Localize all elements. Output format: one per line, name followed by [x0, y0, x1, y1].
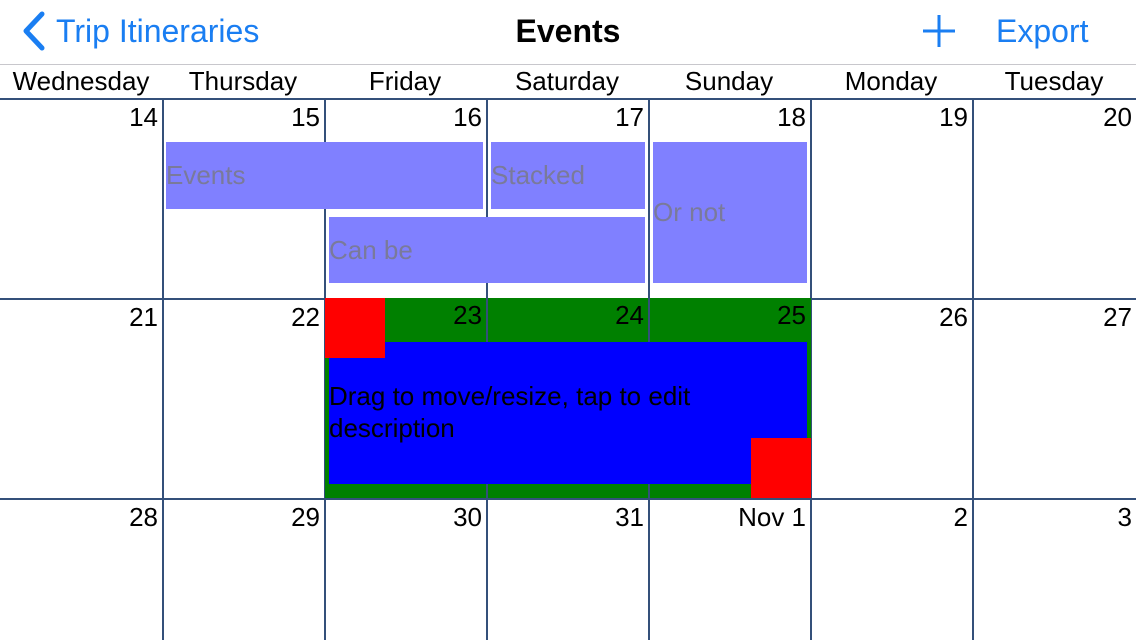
day-cell[interactable]: Nov 1: [648, 498, 810, 640]
day-cell[interactable]: 31: [486, 498, 648, 640]
day-number: 20: [1103, 102, 1132, 132]
selected-event[interactable]: Drag to move/resize, tap to edit descrip…: [329, 342, 807, 484]
day-number: 15: [291, 102, 320, 132]
day-number: 22: [291, 302, 320, 332]
day-number: 18: [777, 102, 806, 132]
weekday-label: Saturday: [514, 66, 620, 96]
event-label: Can be: [329, 235, 413, 265]
day-cell[interactable]: 19: [810, 98, 972, 298]
day-cell[interactable]: 27: [972, 298, 1136, 498]
day-number: 28: [129, 502, 158, 532]
calendar-event[interactable]: Or not: [653, 142, 807, 283]
day-cell[interactable]: 20: [972, 98, 1136, 298]
weekday-label: Wednesday: [12, 66, 150, 96]
weekday-label: Tuesday: [1004, 66, 1104, 96]
back-button-label: Trip Itineraries: [56, 12, 260, 49]
day-number: 16: [453, 102, 482, 132]
day-cell[interactable]: 28: [0, 498, 162, 640]
day-cell[interactable]: 26: [810, 298, 972, 498]
event-label: Events: [166, 160, 246, 190]
day-number: 21: [129, 302, 158, 332]
event-label: Stacked: [491, 160, 585, 190]
export-button[interactable]: Export: [996, 13, 1089, 49]
calendar-grid: 14 15 16 17 18 19 20 21 22 26 27 28 29 3…: [0, 98, 1136, 640]
day-cell[interactable]: 2: [810, 498, 972, 640]
day-number: 31: [615, 502, 644, 532]
chevron-left-icon: [23, 11, 45, 51]
day-cell[interactable]: 3: [972, 498, 1136, 640]
weekday-label: Monday: [844, 66, 938, 96]
day-cell[interactable]: 29: [162, 498, 324, 640]
calendar-event[interactable]: Can be: [329, 217, 645, 283]
day-number: 19: [939, 102, 968, 132]
weekday-label: Sunday: [684, 66, 774, 96]
calendar-event[interactable]: Stacked: [491, 142, 645, 209]
day-number: 2: [953, 502, 968, 532]
day-cell[interactable]: 22: [162, 298, 324, 498]
weekday-label: Friday: [368, 66, 442, 96]
weekday-label: Thursday: [188, 66, 298, 96]
back-button[interactable]: Trip Itineraries: [22, 8, 259, 54]
day-number: 24: [615, 300, 644, 330]
event-label: Or not: [653, 197, 726, 227]
selected-event-label: Drag to move/resize, tap to edit descrip…: [329, 381, 691, 443]
day-cell[interactable]: 15: [162, 98, 324, 298]
day-number: 17: [615, 102, 644, 132]
add-button[interactable]: [920, 12, 958, 50]
day-number: 3: [1117, 502, 1132, 532]
resize-handle-end[interactable]: [751, 438, 811, 498]
day-cell[interactable]: 30: [324, 498, 486, 640]
day-number: 30: [453, 502, 482, 532]
day-number: 26: [939, 302, 968, 332]
plus-icon: [923, 15, 955, 47]
navigation-bar: Trip Itineraries Events Export: [0, 0, 1136, 65]
day-number: Nov 1: [738, 502, 806, 532]
resize-handle-start[interactable]: [325, 298, 385, 358]
day-number: 29: [291, 502, 320, 532]
day-number: 25: [777, 300, 806, 330]
day-number: 23: [453, 300, 482, 330]
day-cell[interactable]: 17: [486, 98, 648, 298]
day-cell[interactable]: 18: [648, 98, 810, 298]
day-number: 14: [129, 102, 158, 132]
day-number: 27: [1103, 302, 1132, 332]
day-cell[interactable]: 14: [0, 98, 162, 298]
day-cell[interactable]: 21: [0, 298, 162, 498]
calendar-event[interactable]: Events: [166, 142, 483, 209]
weekday-header: Wednesday Thursday Friday Saturday Sunda…: [0, 65, 1136, 98]
